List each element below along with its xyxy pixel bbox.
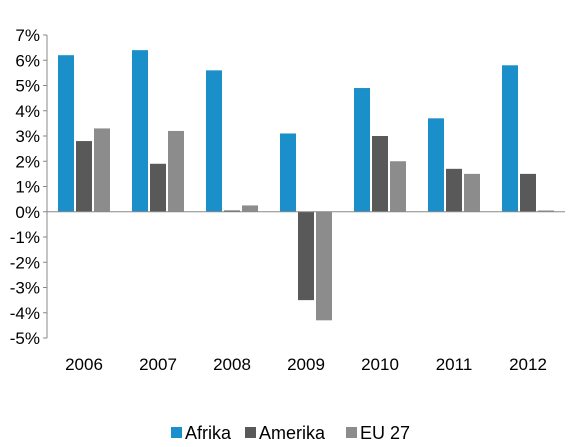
- bar-eu-27-2009: [316, 211, 332, 321]
- legend-swatch-afrika: [171, 427, 182, 438]
- y-tick-label: 0%: [15, 203, 40, 222]
- bar-afrika-2011: [428, 118, 444, 212]
- bar-eu-27-2007: [168, 130, 184, 212]
- legend-swatch-eu-27: [346, 427, 357, 438]
- bar-amerika-2008: [224, 210, 240, 212]
- bar-amerika-2009: [298, 211, 314, 301]
- y-tick-label: 2%: [15, 152, 40, 171]
- bar-afrika-2010: [354, 88, 370, 212]
- legend: Afrika Amerika EU 27: [171, 423, 410, 443]
- bar-eu-27-2006: [94, 128, 110, 212]
- bar-afrika-2007: [132, 50, 148, 212]
- x-tick-label: 2009: [287, 355, 325, 374]
- bar-afrika-2012: [502, 65, 518, 212]
- x-tick-label: 2007: [139, 355, 177, 374]
- x-axis-ticks: 2006 2007 2008 2009 2010 2011 2012: [65, 355, 547, 374]
- bar-afrika-2009: [280, 133, 296, 212]
- legend-swatch-amerika: [245, 427, 256, 438]
- y-tick-label: 6%: [15, 51, 40, 70]
- bar-eu-27-2011: [464, 173, 480, 212]
- bar-eu-27-2012: [538, 210, 554, 212]
- y-tick-label: 5%: [15, 77, 40, 96]
- legend-label-eu-27: EU 27: [360, 423, 410, 443]
- bars: [58, 50, 554, 321]
- y-axis-ticks: 7% 6% 5% 4% 3% 2% 1% 0% -1% -2% -3% -4% -5%: [10, 26, 47, 348]
- bar-amerika-2012: [520, 173, 536, 212]
- bar-eu-27-2010: [390, 161, 406, 212]
- y-tick-label: 4%: [15, 102, 40, 121]
- y-tick-label: -3%: [10, 279, 40, 298]
- bar-amerika-2007: [150, 163, 166, 212]
- x-tick-label: 2012: [509, 355, 547, 374]
- bar-amerika-2010: [372, 136, 388, 212]
- legend-label-afrika: Afrika: [185, 423, 232, 443]
- y-tick-label: 3%: [15, 127, 40, 146]
- x-tick-label: 2011: [436, 355, 473, 374]
- y-tick-label: 1%: [15, 178, 40, 197]
- y-tick-label: -2%: [10, 253, 40, 272]
- x-tick-label: 2008: [213, 355, 251, 374]
- y-tick-label: -1%: [10, 228, 40, 247]
- bar-eu-27-2008: [242, 205, 258, 212]
- x-tick-label: 2006: [65, 355, 103, 374]
- bar-afrika-2008: [206, 70, 222, 212]
- bar-afrika-2006: [58, 55, 74, 212]
- legend-label-amerika: Amerika: [259, 423, 326, 443]
- bar-amerika-2006: [76, 141, 92, 212]
- y-tick-label: -4%: [10, 304, 40, 323]
- x-tick-label: 2010: [361, 355, 399, 374]
- y-tick-label: 7%: [15, 26, 40, 45]
- bar-amerika-2011: [446, 168, 462, 212]
- y-tick-label: -5%: [10, 329, 40, 348]
